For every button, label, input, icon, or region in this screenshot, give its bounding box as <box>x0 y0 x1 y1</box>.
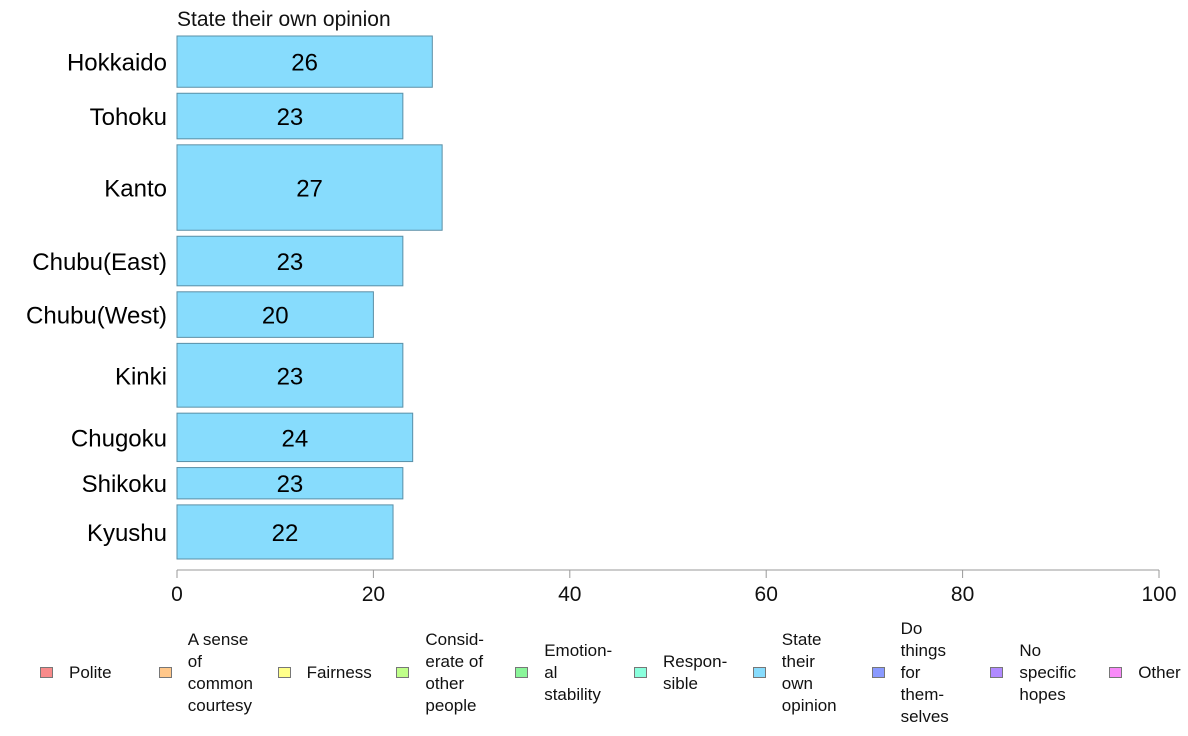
chart-legend: Polite A sense of common courtesy Fairness… <box>0 619 1188 736</box>
category-label: Kinki <box>115 363 167 390</box>
x-tick-label: 40 <box>558 583 581 606</box>
bar-value-label: 23 <box>277 363 304 390</box>
legend-swatch <box>40 667 53 678</box>
bar-value-label: 26 <box>291 50 318 77</box>
bar-value-label: 27 <box>296 176 323 203</box>
category-label: Chugoku <box>71 425 167 452</box>
bar-value-label: 22 <box>272 520 299 547</box>
legend-label: Polite <box>69 663 112 682</box>
bar-chugoku <box>176 412 414 463</box>
bar-kyushu <box>176 504 394 560</box>
x-tick-label: 60 <box>755 583 778 606</box>
legend-label: Consid- erate of other people <box>425 630 484 715</box>
bar-value-label: 23 <box>277 249 304 276</box>
bar-chart: 26 Hokkaido 23 Tohoku 27 Kanto 23 Chubu(East) 20… <box>26 35 1177 606</box>
bar-value-label: 23 <box>277 471 304 498</box>
bar-chubu-east- <box>176 235 404 287</box>
legend-swatch <box>1109 667 1123 678</box>
legend-label: Fairness <box>306 663 372 682</box>
category-label: Kyushu <box>87 520 167 547</box>
bar-shikoku <box>176 467 404 500</box>
legend-label: State their own opinion <box>781 630 837 715</box>
bar-value-label: 20 <box>262 303 289 330</box>
legend-label: Other <box>1138 663 1181 682</box>
category-label: Chubu(East) <box>32 249 167 276</box>
legend-swatch <box>515 667 529 678</box>
bar-kanto <box>176 144 443 231</box>
chart-title: State their own opinion <box>177 8 391 31</box>
legend-label: Do things for them- selves <box>900 619 949 726</box>
category-label: Hokkaido <box>67 50 167 77</box>
x-tick-label: 0 <box>171 583 183 606</box>
legend-label: No specific hopes <box>1019 641 1077 704</box>
bar-value-label: 23 <box>277 104 304 131</box>
legend-swatch <box>990 667 1004 678</box>
legend-swatch <box>871 667 885 678</box>
legend-swatch <box>396 667 410 678</box>
legend-swatch <box>752 667 766 678</box>
legend-swatch <box>634 667 647 678</box>
legend-swatch <box>277 667 291 678</box>
x-tick-label: 100 <box>1141 583 1176 606</box>
category-label: Shikoku <box>82 471 167 498</box>
x-tick-label: 80 <box>951 583 974 606</box>
bar-tohoku <box>176 92 404 140</box>
category-label: Chubu(West) <box>26 303 167 330</box>
category-label: Tohoku <box>90 104 167 131</box>
legend-label: Emotion- al stability <box>544 641 613 704</box>
category-label: Kanto <box>104 176 167 203</box>
legend-label: A sense of common courtesy <box>187 630 253 715</box>
legend-label: Respon- sible <box>663 652 728 693</box>
bar-chubu-west- <box>176 291 374 338</box>
bar-value-label: 24 <box>281 425 308 452</box>
x-tick-label: 20 <box>362 583 385 606</box>
bar-kinki <box>176 342 404 408</box>
bar-hokkaido <box>176 35 433 88</box>
legend-swatch <box>158 667 172 678</box>
